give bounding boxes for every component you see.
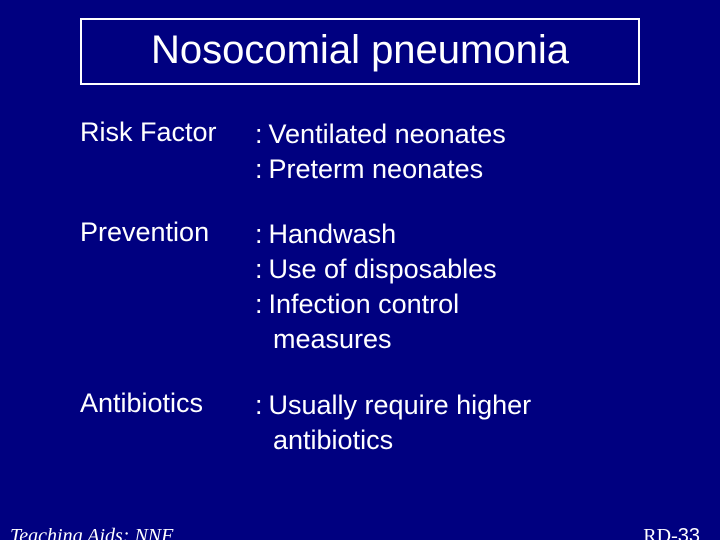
- value-text: antibiotics: [273, 423, 660, 458]
- value-continuation: antibiotics: [255, 423, 660, 458]
- row-values: : Handwash : Use of disposables : Infect…: [255, 217, 660, 357]
- value-line: : Preterm neonates: [255, 152, 660, 187]
- slide-title: Nosocomial pneumonia: [92, 28, 628, 73]
- value-continuation: measures: [255, 322, 660, 357]
- content-row: Antibiotics : Usually require higher ant…: [80, 388, 660, 458]
- page-number: 33: [678, 525, 700, 540]
- slide-content: Risk Factor : Ventilated neonates : Pret…: [0, 117, 720, 458]
- colon: :: [255, 217, 269, 252]
- row-label: Prevention: [80, 217, 255, 248]
- value-line: : Handwash: [255, 217, 660, 252]
- colon: :: [255, 117, 269, 152]
- footer-left: Teaching Aids: NNF: [10, 525, 173, 540]
- value-line: : Infection control: [255, 287, 660, 322]
- footer-prefix: RD-: [643, 525, 677, 540]
- value-text: measures: [273, 322, 660, 357]
- footer-right: RD-33: [643, 525, 700, 540]
- content-row: Prevention : Handwash : Use of disposabl…: [80, 217, 660, 357]
- value-text: Ventilated neonates: [269, 117, 660, 152]
- value-line: : Usually require higher: [255, 388, 660, 423]
- value-line: : Ventilated neonates: [255, 117, 660, 152]
- row-values: : Usually require higher antibiotics: [255, 388, 660, 458]
- value-line: : Use of disposables: [255, 252, 660, 287]
- row-label: Risk Factor: [80, 117, 255, 148]
- colon: :: [255, 388, 269, 423]
- colon: :: [255, 152, 269, 187]
- colon: :: [255, 287, 269, 322]
- slide-title-box: Nosocomial pneumonia: [80, 18, 640, 85]
- value-text: Infection control: [269, 287, 660, 322]
- value-text: Use of disposables: [269, 252, 660, 287]
- row-label: Antibiotics: [80, 388, 255, 419]
- row-values: : Ventilated neonates : Preterm neonates: [255, 117, 660, 187]
- slide-footer: Teaching Aids: NNF RD-33: [0, 525, 720, 540]
- value-text: Handwash: [269, 217, 660, 252]
- value-text: Preterm neonates: [269, 152, 660, 187]
- colon: :: [255, 252, 269, 287]
- value-text: Usually require higher: [269, 388, 660, 423]
- content-row: Risk Factor : Ventilated neonates : Pret…: [80, 117, 660, 187]
